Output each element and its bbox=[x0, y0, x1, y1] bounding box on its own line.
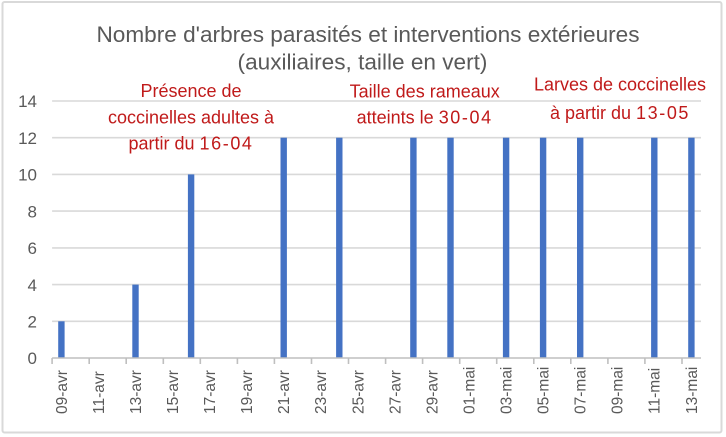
svg-text:19-avr: 19-avr bbox=[239, 370, 256, 414]
svg-text:partir du 16-04: partir du 16-04 bbox=[128, 134, 253, 154]
svg-text:25-avr: 25-avr bbox=[350, 370, 367, 414]
svg-text:12: 12 bbox=[18, 129, 37, 148]
svg-text:atteints le 30-04: atteints le 30-04 bbox=[357, 107, 493, 127]
svg-text:4: 4 bbox=[28, 276, 37, 295]
svg-text:Nombre d'arbres parasités et i: Nombre d'arbres parasités et interventio… bbox=[96, 22, 639, 47]
svg-text:05-mai: 05-mai bbox=[536, 367, 553, 414]
svg-text:6: 6 bbox=[28, 239, 37, 258]
svg-text:14: 14 bbox=[18, 92, 37, 111]
svg-text:Taille des rameaux: Taille des rameaux bbox=[350, 81, 500, 101]
svg-text:Présence de: Présence de bbox=[140, 81, 241, 101]
svg-text:Larves de coccinelles: Larves de coccinelles bbox=[534, 75, 706, 95]
svg-text:(auxiliaires, taille en vert): (auxiliaires, taille en vert) bbox=[238, 50, 488, 75]
svg-text:0: 0 bbox=[28, 349, 37, 368]
svg-text:21-avr: 21-avr bbox=[276, 370, 293, 414]
svg-text:03-mai: 03-mai bbox=[499, 367, 516, 414]
svg-text:coccinelles adultes à: coccinelles adultes à bbox=[108, 107, 275, 127]
svg-text:17-avr: 17-avr bbox=[202, 370, 219, 414]
svg-text:23-avr: 23-avr bbox=[313, 370, 330, 414]
svg-text:10: 10 bbox=[18, 166, 37, 185]
svg-text:11-avr: 11-avr bbox=[91, 371, 108, 414]
svg-text:09-mai: 09-mai bbox=[610, 367, 627, 414]
svg-text:07-mai: 07-mai bbox=[573, 367, 590, 414]
svg-text:15-avr: 15-avr bbox=[165, 370, 182, 414]
svg-text:27-avr: 27-avr bbox=[387, 370, 404, 414]
svg-text:11-mai: 11-mai bbox=[647, 368, 664, 414]
svg-text:à partir du 13-05: à partir du 13-05 bbox=[550, 103, 690, 123]
svg-text:2: 2 bbox=[28, 313, 37, 332]
svg-text:01-mai: 01-mai bbox=[461, 367, 478, 414]
svg-text:13-mai: 13-mai bbox=[684, 367, 701, 414]
svg-text:29-avr: 29-avr bbox=[424, 370, 441, 414]
svg-text:8: 8 bbox=[28, 202, 37, 221]
svg-text:13-avr: 13-avr bbox=[128, 370, 145, 414]
svg-text:09-avr: 09-avr bbox=[54, 370, 71, 414]
